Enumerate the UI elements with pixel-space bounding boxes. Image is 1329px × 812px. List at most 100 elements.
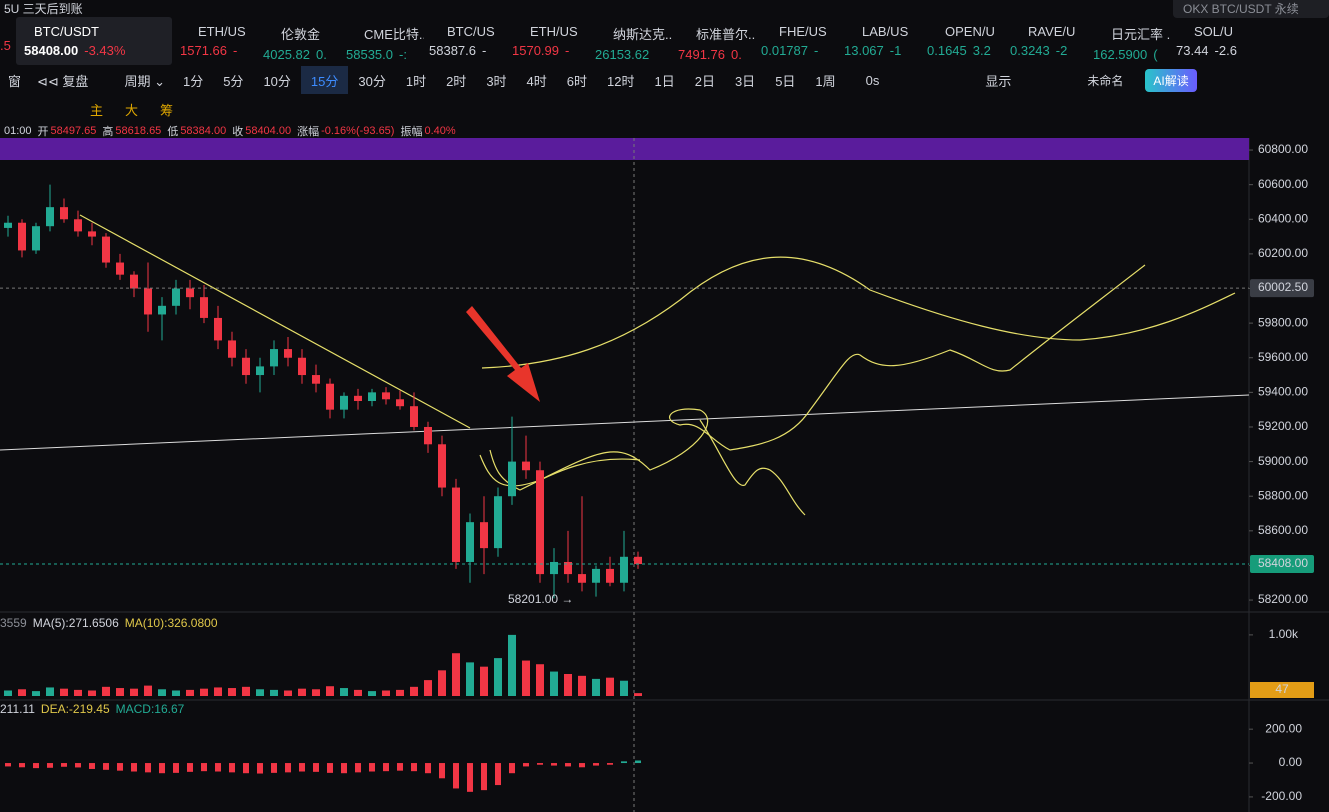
ticker[interactable]: 标准普尔... 7491.76 0. (678, 18, 756, 64)
macd-bar (411, 763, 417, 772)
interval[interactable]: 6时 (566, 73, 588, 89)
ticker[interactable]: 纳斯达克... 26153.62 (595, 18, 673, 64)
ticker-quote: 58408.00 -3.43% (24, 43, 170, 58)
ticker-name: BTC/US (447, 24, 495, 39)
candle-body (592, 568, 600, 583)
ticker[interactable]: 伦敦金 4025.82 0. (263, 18, 341, 64)
replay[interactable]: ⊲⊲ 复盘 (37, 73, 89, 89)
ticker-price: 26153.62 (595, 47, 650, 62)
interval[interactable]: 1分 (182, 73, 204, 89)
volume-bar (354, 689, 362, 696)
volume-bar (424, 680, 432, 696)
display[interactable]: 显示 (985, 73, 1012, 89)
unnamed[interactable]: 未命名 (1087, 73, 1124, 88)
ohlc-value: 58618.65 (115, 125, 162, 137)
macd-bar (523, 763, 529, 767)
ticker[interactable]: CME比特... 58535.0 -: (346, 18, 424, 64)
candle-body (354, 395, 362, 402)
macd-head: 211.11 (0, 702, 35, 716)
interval[interactable]: 1时 (405, 73, 427, 89)
interval[interactable]: 4时 (526, 73, 547, 89)
interval[interactable]: 1日 (654, 73, 675, 89)
macd-bar (383, 763, 389, 772)
draw-tool[interactable]: 主 (90, 102, 104, 118)
ticker-name: BTC/USDT (34, 24, 99, 39)
y-tick-label: 59000.00 (1258, 454, 1308, 468)
ohlc-label: 高 (102, 126, 114, 138)
ticker[interactable]: FHE/US 0.01787- (761, 18, 839, 64)
interval[interactable]: 15分 (300, 66, 349, 94)
volume-bar (578, 675, 586, 696)
ticker[interactable]: RAVE/U 0.3243 -2 (1010, 18, 1088, 64)
candle-body (326, 383, 334, 410)
macd-bar (117, 763, 123, 771)
y-tick-label: 1.00k (1269, 627, 1299, 641)
y-tick-label: 60400.00 (1258, 211, 1308, 225)
ticker[interactable]: SOL/U 73.44 -2.6 (1176, 18, 1254, 64)
macd-head: MACD:16.67 (115, 702, 185, 716)
trend-line (0, 394, 1250, 451)
volume-bar (172, 690, 180, 696)
interval[interactable]: 12时 (607, 73, 635, 89)
volume-bar (368, 691, 376, 696)
interval[interactable]: 2日 (694, 73, 715, 89)
interval[interactable]: 3日 (734, 73, 756, 89)
edge-text: .5 (0, 38, 11, 53)
ticker[interactable]: BTC/US 58387.6- (429, 18, 507, 64)
search[interactable]: OKX BTC/USDT 永续 (1173, 0, 1329, 18)
macd-bar (131, 763, 137, 772)
period[interactable]: 周期 ⌄ (124, 73, 165, 89)
window[interactable]: 窗 (8, 73, 22, 89)
candle-body (74, 219, 82, 232)
candle-body (438, 444, 446, 488)
ticker-quote: 4025.82 0. (263, 47, 341, 62)
ticker-quote: 0.1645 3.2 (927, 43, 1005, 58)
macd-bar (103, 763, 109, 770)
ticker-price: 58535.0 (346, 47, 393, 62)
macd-bar (537, 763, 543, 765)
interval[interactable]: 3时 (486, 73, 507, 89)
interval[interactable]: 30分 (358, 73, 386, 89)
hand-drawing (479, 264, 1146, 487)
volume-bar (242, 686, 250, 696)
draw-tool[interactable]: 筹 (160, 102, 174, 118)
macd-bar (243, 763, 249, 774)
volume-bar (620, 680, 628, 696)
volume-bar (382, 690, 390, 696)
volume-bar (480, 666, 488, 696)
ticker-name: CME比特... (364, 27, 424, 42)
candle-body (522, 461, 530, 471)
interval[interactable]: 5日 (775, 73, 796, 89)
interval[interactable]: 1周 (815, 73, 836, 89)
ticker-change: -: (399, 47, 407, 62)
ticker[interactable]: 日元汇率 ... 162.5900 ( (1093, 18, 1171, 64)
ticker[interactable]: ETH/US 1570.99- (512, 18, 590, 64)
zero[interactable]: 0s (865, 72, 880, 88)
macd-bar (75, 763, 81, 768)
macd-bar (453, 763, 459, 789)
macd-bar (285, 763, 291, 773)
candle-body (634, 556, 642, 565)
ticker-quote: 1570.99- (512, 43, 590, 58)
macd-bar (635, 760, 641, 764)
volume-bar (606, 677, 614, 696)
ticker[interactable]: OPEN/U 0.1645 3.2 (927, 18, 1005, 64)
search-text: OKX BTC/USDT 永续 (1183, 2, 1299, 16)
interval[interactable]: 2时 (446, 73, 467, 89)
ai-button[interactable]: AI解读 (1145, 68, 1197, 92)
candle-body (46, 207, 54, 227)
draw-bar: 主大筹 (0, 96, 1329, 122)
candle-body (508, 461, 516, 497)
candle-body (144, 288, 152, 315)
ohlc-value: 0.40% (424, 125, 456, 137)
ticker[interactable]: ETH/US 1571.66- (180, 18, 258, 64)
ticker-change: 0. (316, 47, 327, 62)
interval[interactable]: 5分 (223, 73, 244, 89)
ticker[interactable]: LAB/US 13.067 -1 (844, 18, 922, 64)
ohlc-label: 涨幅 (297, 126, 320, 138)
interval[interactable]: 10分 (263, 73, 291, 89)
ticker[interactable]: BTC/USDT 58408.00 -3.43% (24, 18, 170, 64)
draw-tool[interactable]: 大 (125, 102, 139, 118)
ticker-change: 3.2 (972, 43, 991, 58)
